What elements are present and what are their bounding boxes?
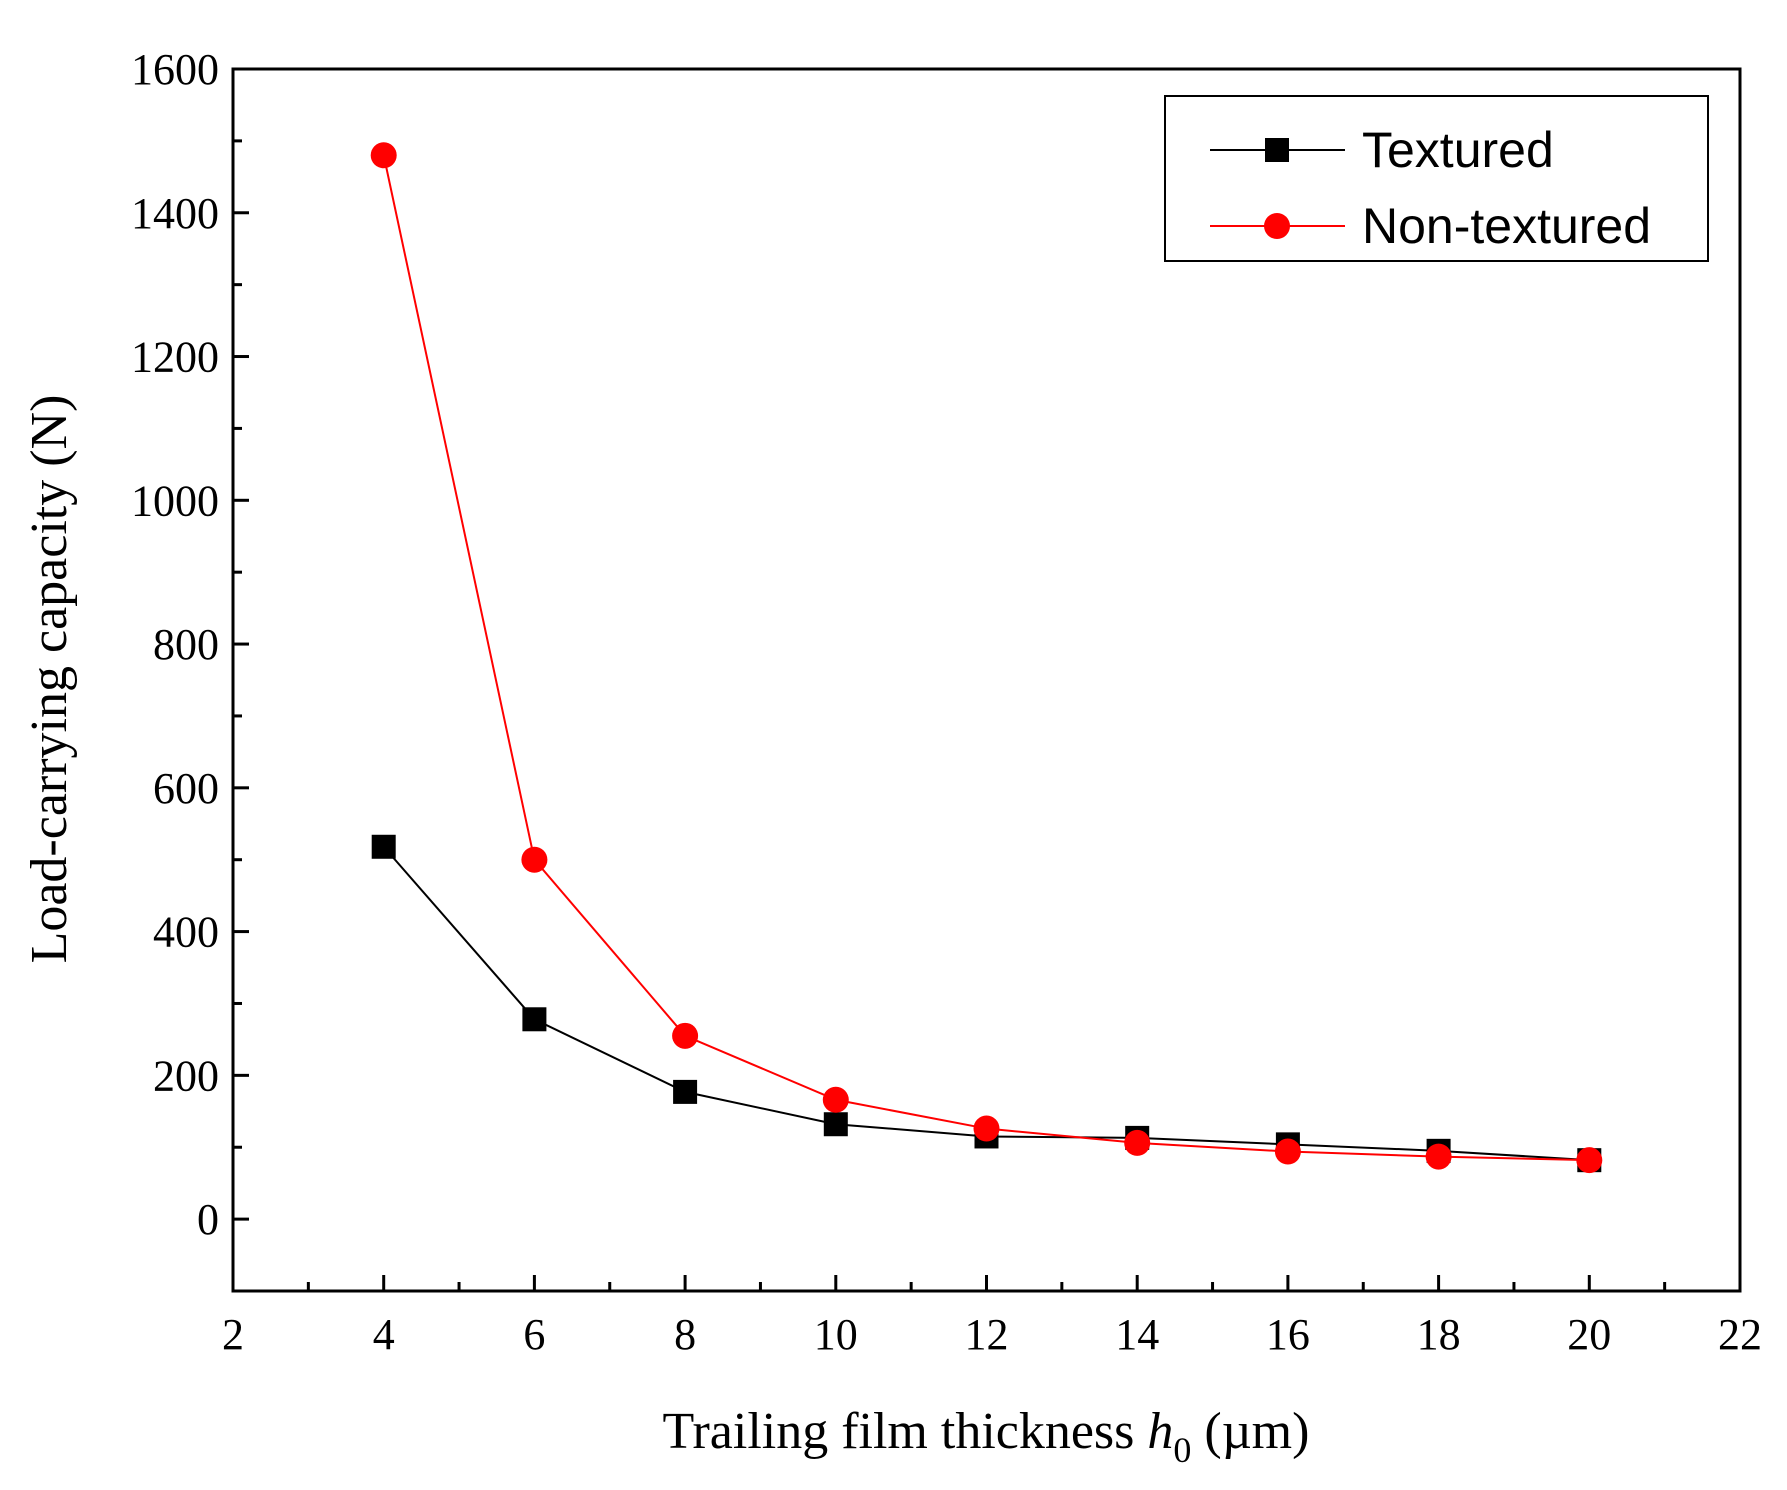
data-point-non-textured — [1274, 1138, 1301, 1165]
data-point-textured — [673, 1079, 698, 1104]
legend: Textured Non-textured — [1164, 95, 1709, 262]
legend-label-textured: Textured — [1362, 122, 1554, 178]
y-tick-label: 1000 — [131, 476, 219, 525]
x-tick-label: 4 — [373, 1310, 395, 1359]
x-tick-label: 12 — [965, 1310, 1009, 1359]
legend-marker-textured — [1265, 138, 1289, 162]
x-axis-title-subscript: 0 — [1173, 1430, 1191, 1470]
x-axis-title-prefix: Trailing film thickness — [663, 1403, 1148, 1460]
data-point-non-textured — [672, 1022, 699, 1049]
y-tick-label: 200 — [153, 1051, 219, 1100]
x-tick-label: 14 — [1115, 1310, 1159, 1359]
data-point-non-textured — [973, 1115, 1000, 1142]
x-axis-title-unit: (µm) — [1191, 1403, 1309, 1460]
y-tick-label: 0 — [197, 1195, 219, 1244]
x-tick-label: 22 — [1718, 1310, 1762, 1359]
legend-label-non-textured: Non-textured — [1362, 198, 1651, 254]
x-tick-label: 10 — [814, 1310, 858, 1359]
data-point-non-textured — [521, 846, 548, 873]
x-axis-title-variable: h — [1147, 1403, 1173, 1460]
data-point-non-textured — [370, 142, 397, 169]
y-tick-label: 1200 — [131, 333, 219, 382]
series-non-textured — [370, 142, 1603, 1174]
y-tick-label: 400 — [153, 908, 219, 957]
y-axis-title: Load-carrying capacity (N) — [21, 395, 78, 964]
legend-marker-non-textured — [1264, 213, 1290, 239]
data-point-non-textured — [1124, 1129, 1151, 1156]
legend-box — [1164, 95, 1709, 262]
x-axis: 2 4 6 8 10 12 14 16 18 20 22 — [222, 1275, 1762, 1359]
x-tick-label: 8 — [674, 1310, 696, 1359]
plot-content — [370, 142, 1603, 1174]
y-tick-label: 800 — [153, 620, 219, 669]
data-point-non-textured — [1576, 1147, 1603, 1174]
x-tick-label: 2 — [222, 1310, 244, 1359]
y-tick-label: 600 — [153, 764, 219, 813]
data-point-textured — [522, 1007, 547, 1032]
x-tick-label: 6 — [523, 1310, 545, 1359]
data-point-non-textured — [1425, 1143, 1452, 1170]
series-line-non-textured — [382, 155, 1590, 1162]
data-point-textured — [823, 1112, 848, 1137]
data-point-textured — [371, 834, 396, 859]
y-axis: 0 200 400 600 800 1000 1200 1400 1600 — [131, 45, 249, 1293]
data-point-non-textured — [822, 1086, 849, 1113]
y-tick-label: 1600 — [131, 45, 219, 94]
x-tick-label: 20 — [1567, 1310, 1611, 1359]
x-tick-label: 18 — [1417, 1310, 1461, 1359]
y-tick-label: 1400 — [131, 189, 219, 238]
x-axis-title: Trailing film thickness h0 (µm) — [663, 1403, 1310, 1470]
x-tick-label: 16 — [1266, 1310, 1310, 1359]
